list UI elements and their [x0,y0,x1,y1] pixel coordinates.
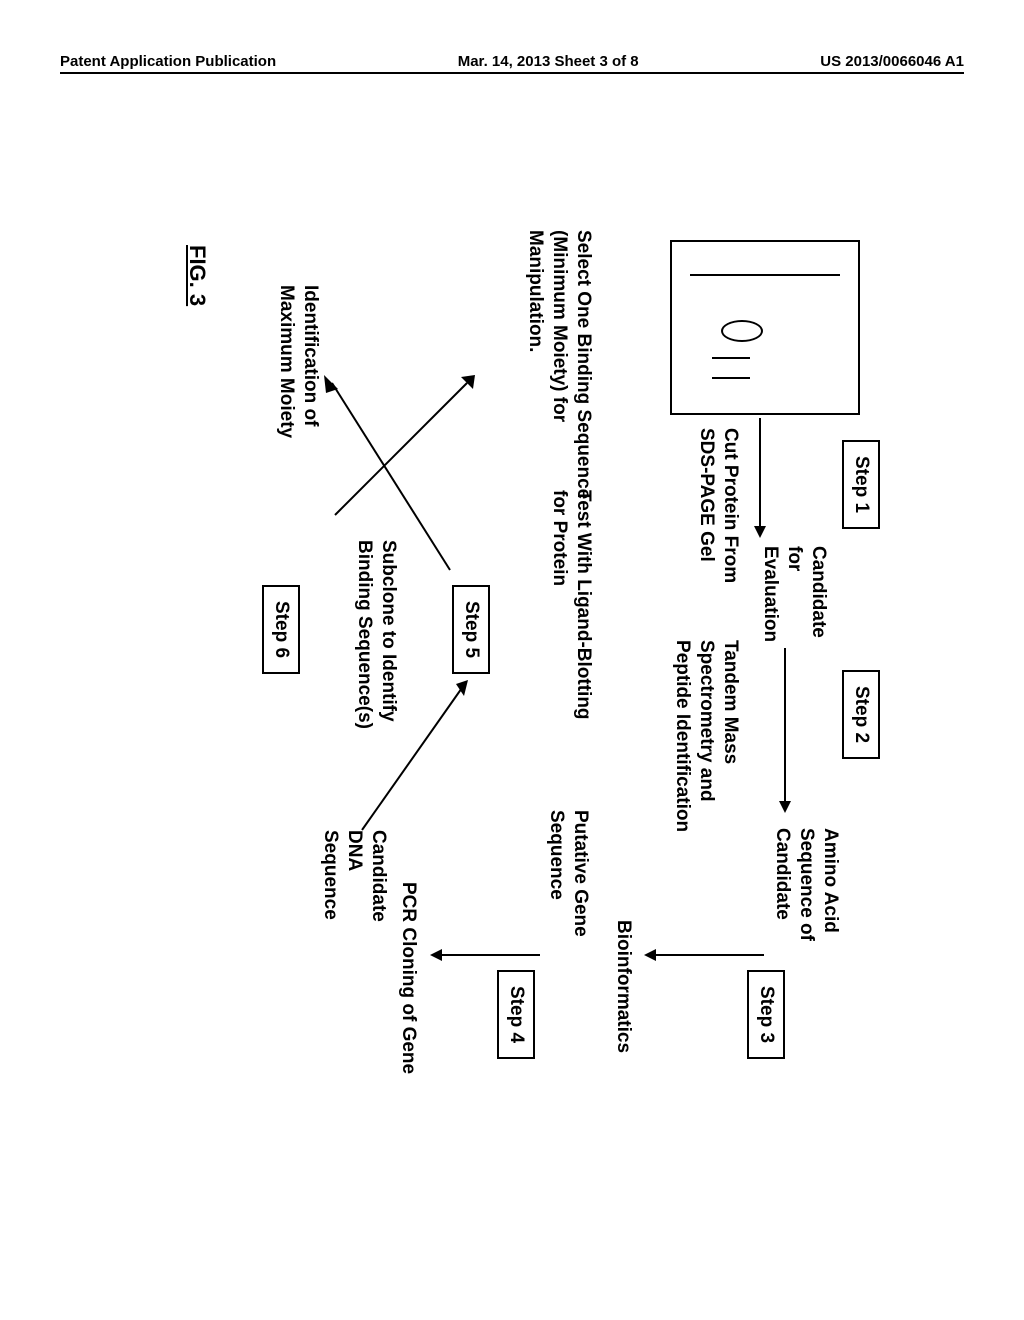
step-2-box: Step 2 [842,670,880,759]
node-identification: Identification of Maximum Moiety [275,285,323,438]
header-left: Patent Application Publication [60,53,276,70]
edge-pcr-cloning: PCR Cloning of Gene [396,882,420,1074]
node-candidate-dna: Candidate DNA Sequence [319,830,390,922]
step-1-box: Step 1 [842,440,880,529]
arrow-step1 [750,418,770,538]
gel-band-line [712,357,750,359]
node-candidate-eval: Candidate for Evaluation [759,546,830,642]
edge-bioinformatics: Bioinformatics [611,920,635,1053]
step-label: Step 1 [851,456,872,513]
step-label: Step 4 [506,986,527,1043]
header-right: US 2013/0066046 A1 [820,53,964,70]
step-5-box: Step 5 [452,585,490,674]
diagram-area: Step 1 Cut Protein From SDS-PAGE Gel Can… [120,230,890,1060]
node-amino-acid: Amino Acid Sequence of Candidate [771,828,842,941]
step-6-box: Step 6 [262,585,300,674]
step-label: Step 5 [461,601,482,658]
step-label: Step 6 [271,601,292,658]
step-label: Step 2 [851,686,872,743]
sds-page-gel [670,240,860,415]
edge-tandem-mass: Tandem Mass Spectrometry and Peptide Ide… [671,640,742,832]
gel-band-ellipse [721,320,763,342]
edge-ligand-blot: Test With Ligand-Blotting for Protein [548,490,596,720]
diagram-rotated: Step 1 Cut Protein From SDS-PAGE Gel Can… [120,230,890,1060]
header-rule [60,72,964,74]
gel-band-line [712,377,750,379]
arrow-step2 [775,648,795,813]
page-header: Patent Application Publication Mar. 14, … [0,53,1024,70]
gel-lane [690,274,840,276]
edge-cut-protein: Cut Protein From SDS-PAGE Gel [695,428,743,583]
step-4-box: Step 4 [497,970,535,1059]
arrow-step3 [644,945,764,965]
node-putative: Putative Gene Sequence [545,810,593,937]
node-select-one: Select One Binding Sequence (Minimum Moi… [524,230,595,499]
step-3-box: Step 3 [747,970,785,1059]
header-center: Mar. 14, 2013 Sheet 3 of 8 [458,53,639,70]
arrow-step4 [430,945,540,965]
arrow-id-to-select [325,375,475,525]
figure-label: FIG. 3 [184,245,210,306]
step-label: Step 3 [756,986,777,1043]
